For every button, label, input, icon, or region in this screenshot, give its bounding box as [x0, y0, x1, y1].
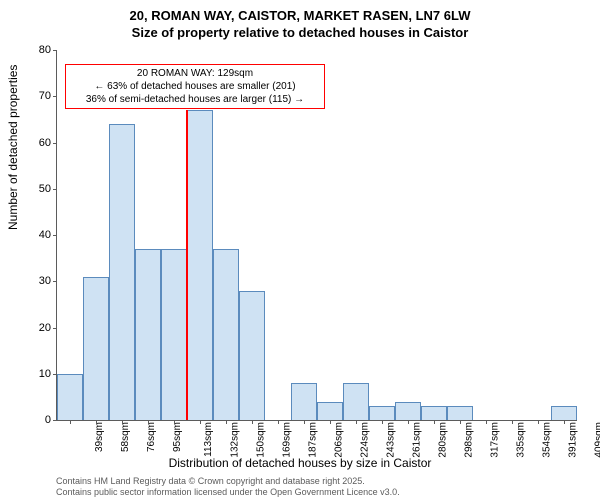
x-tick-mark [304, 420, 305, 424]
annotation-line-2: ← 63% of detached houses are smaller (20… [70, 80, 320, 93]
x-tick-label: 298sqm [464, 422, 475, 458]
y-axis-label: Number of detached properties [6, 65, 20, 230]
x-tick-label: 391sqm [568, 422, 579, 458]
chart-title: 20, ROMAN WAY, CAISTOR, MARKET RASEN, LN… [0, 0, 600, 42]
histogram-bar [135, 249, 161, 420]
x-tick-mark [356, 420, 357, 424]
x-tick-mark [96, 420, 97, 424]
y-tick-mark [53, 143, 57, 144]
histogram-bar [421, 406, 447, 420]
chart-container: 20, ROMAN WAY, CAISTOR, MARKET RASEN, LN… [0, 0, 600, 500]
x-tick-label: 317sqm [490, 422, 501, 458]
histogram-bar [109, 124, 135, 420]
x-tick-label: 58sqm [120, 422, 131, 452]
x-tick-label: 187sqm [308, 422, 319, 458]
x-tick-label: 39sqm [94, 422, 105, 452]
x-tick-mark [382, 420, 383, 424]
x-tick-label: 261sqm [412, 422, 423, 458]
histogram-bar [551, 406, 577, 420]
histogram-bar [239, 291, 265, 421]
x-tick-mark [200, 420, 201, 424]
annotation-line-3: 36% of semi-detached houses are larger (… [70, 93, 320, 106]
x-tick-label: 150sqm [256, 422, 267, 458]
x-tick-label: 354sqm [542, 422, 553, 458]
x-tick-label: 95sqm [172, 422, 183, 452]
x-tick-label: 335sqm [516, 422, 527, 458]
histogram-bar [395, 402, 421, 421]
x-tick-mark [512, 420, 513, 424]
y-tick-mark [53, 281, 57, 282]
x-tick-label: 243sqm [386, 422, 397, 458]
x-tick-mark [278, 420, 279, 424]
x-tick-label: 113sqm [203, 422, 214, 457]
histogram-bar [447, 406, 473, 420]
x-tick-mark [148, 420, 149, 424]
x-axis-label: Distribution of detached houses by size … [0, 456, 600, 470]
x-tick-mark [434, 420, 435, 424]
x-tick-mark [538, 420, 539, 424]
y-tick-mark [53, 235, 57, 236]
title-line-1: 20, ROMAN WAY, CAISTOR, MARKET RASEN, LN… [0, 8, 600, 25]
histogram-bar [213, 249, 239, 420]
x-tick-mark [174, 420, 175, 424]
x-tick-mark [330, 420, 331, 424]
x-tick-mark [122, 420, 123, 424]
annotation-box: 20 ROMAN WAY: 129sqm ← 63% of detached h… [65, 64, 325, 109]
x-tick-mark [486, 420, 487, 424]
property-marker-line [186, 110, 188, 420]
x-tick-label: 409sqm [594, 422, 600, 458]
footer-line-2: Contains public sector information licen… [56, 487, 400, 498]
x-tick-label: 132sqm [230, 422, 241, 458]
histogram-bar [57, 374, 83, 420]
y-tick-mark [53, 96, 57, 97]
histogram-bar [187, 110, 213, 420]
y-tick-mark [53, 328, 57, 329]
x-tick-mark [460, 420, 461, 424]
x-tick-label: 280sqm [438, 422, 449, 458]
x-tick-mark [226, 420, 227, 424]
y-tick-mark [53, 189, 57, 190]
y-tick-mark [53, 50, 57, 51]
footer-attribution: Contains HM Land Registry data © Crown c… [56, 476, 400, 498]
histogram-bar [83, 277, 109, 420]
footer-line-1: Contains HM Land Registry data © Crown c… [56, 476, 400, 487]
plot-area: 20 ROMAN WAY: 129sqm ← 63% of detached h… [56, 50, 577, 421]
x-tick-label: 206sqm [334, 422, 345, 458]
histogram-bar [161, 249, 187, 420]
x-tick-mark [70, 420, 71, 424]
x-tick-label: 224sqm [360, 422, 371, 458]
histogram-bar [369, 406, 395, 420]
histogram-bar [317, 402, 343, 421]
x-tick-mark [564, 420, 565, 424]
x-tick-mark [252, 420, 253, 424]
histogram-bar [343, 383, 369, 420]
x-tick-label: 169sqm [282, 422, 293, 458]
y-tick-mark [53, 420, 57, 421]
x-tick-label: 76sqm [146, 422, 157, 452]
annotation-line-1: 20 ROMAN WAY: 129sqm [70, 67, 320, 80]
title-line-2: Size of property relative to detached ho… [0, 25, 600, 42]
histogram-bar [291, 383, 317, 420]
x-tick-mark [408, 420, 409, 424]
